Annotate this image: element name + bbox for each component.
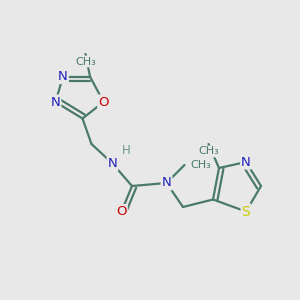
Text: N: N bbox=[241, 155, 251, 169]
Text: O: O bbox=[98, 95, 109, 109]
Text: H: H bbox=[122, 143, 130, 157]
Text: CH₃: CH₃ bbox=[190, 160, 212, 170]
Text: N: N bbox=[108, 157, 117, 170]
Text: O: O bbox=[116, 205, 127, 218]
Text: CH₃: CH₃ bbox=[198, 146, 219, 157]
Text: N: N bbox=[162, 176, 171, 190]
Text: N: N bbox=[58, 70, 68, 83]
Text: S: S bbox=[242, 205, 250, 218]
Text: CH₃: CH₃ bbox=[75, 56, 96, 67]
Text: N: N bbox=[51, 95, 60, 109]
